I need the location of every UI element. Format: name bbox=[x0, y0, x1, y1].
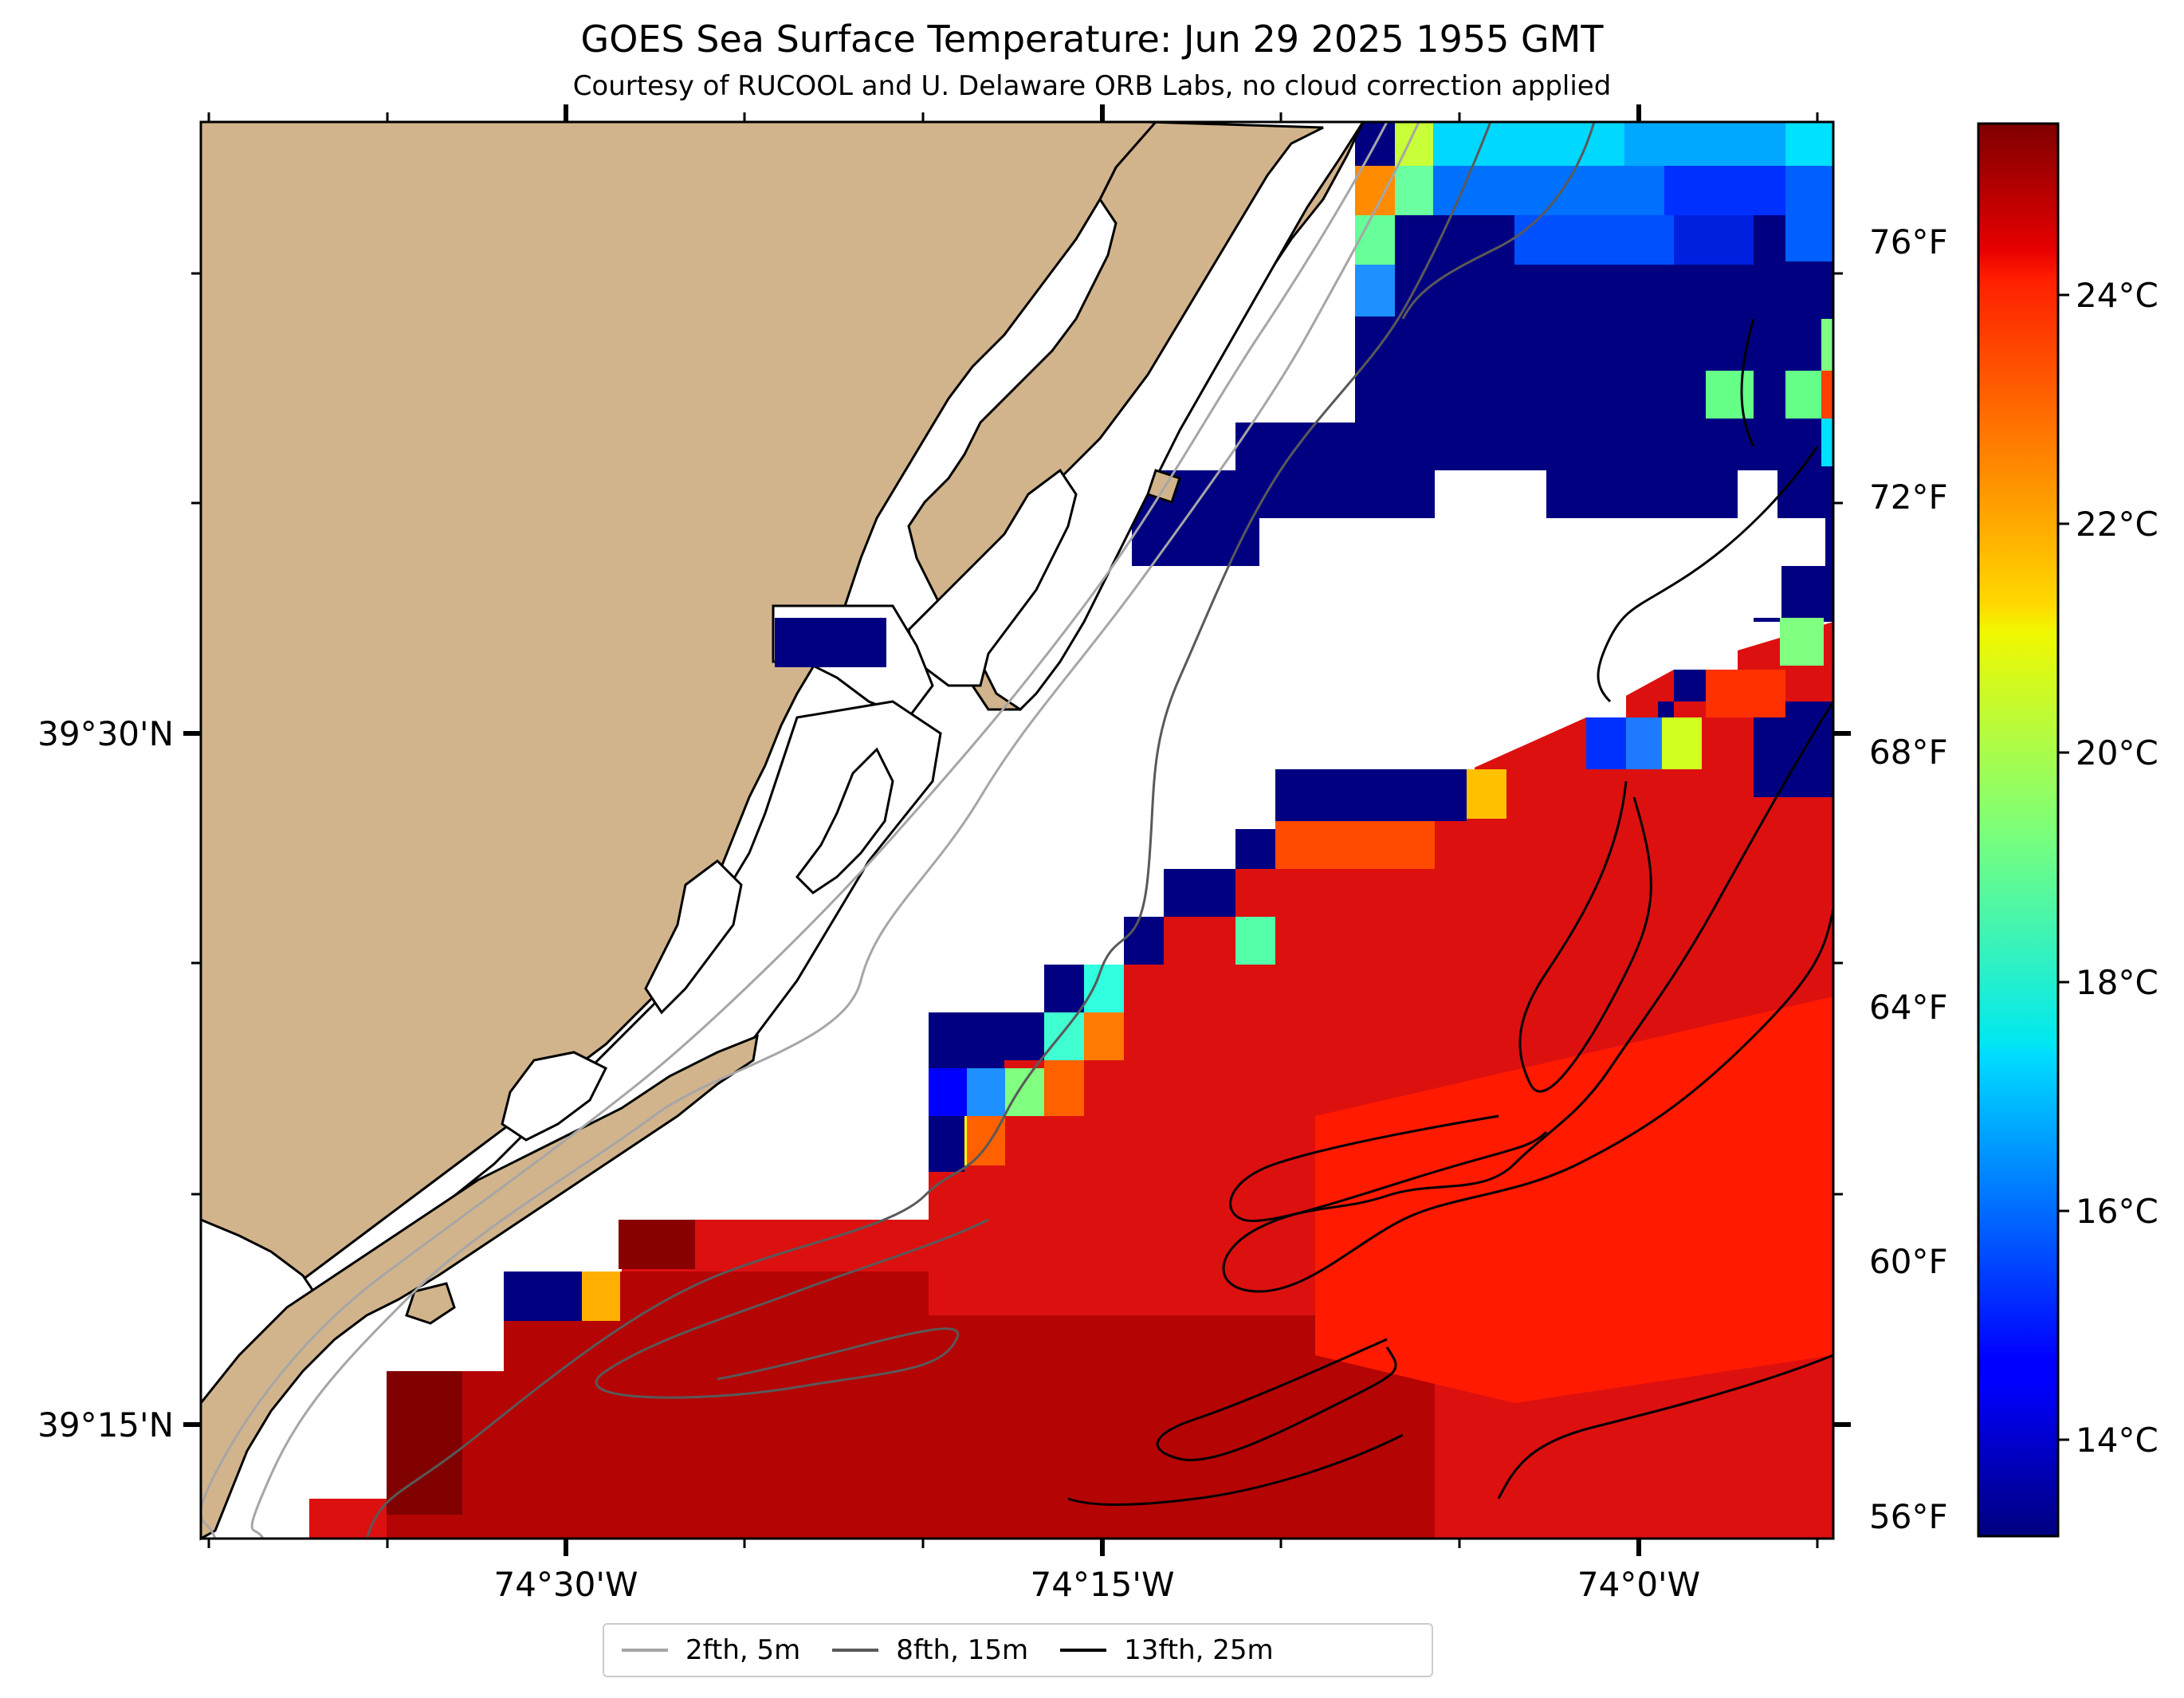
minor-ticks bbox=[191, 112, 1843, 1548]
legend-item: 2fth, 5m bbox=[622, 1634, 800, 1666]
cyan-cell bbox=[1821, 419, 1833, 466]
celsius-tick: 22°C bbox=[2076, 505, 2158, 544]
x-tick-label: 74°15'W bbox=[1031, 1565, 1175, 1604]
blue-cell bbox=[1586, 717, 1626, 769]
cold-water-north bbox=[929, 122, 1833, 1172]
orange-cell bbox=[1084, 1012, 1124, 1060]
celsius-axis: 24°C 22°C 20°C 18°C 16°C 14°C bbox=[2076, 276, 2158, 1460]
cyan-cell bbox=[1084, 965, 1124, 1012]
blue-cells bbox=[1785, 166, 1833, 261]
cyan-cells bbox=[1433, 122, 1624, 166]
contour-8fth bbox=[595, 1218, 989, 1399]
celsius-tick: 16°C bbox=[2076, 1192, 2158, 1231]
contour-legend: 2fth, 5m 8fth, 15m 13fth, 25m bbox=[603, 1623, 1433, 1677]
x-tick-label: 74°0'W bbox=[1577, 1565, 1700, 1604]
cyan-cell bbox=[1044, 1012, 1084, 1060]
green-cell bbox=[1706, 371, 1754, 419]
fahrenheit-tick: 68°F bbox=[1869, 733, 1948, 772]
celsius-tick: 14°C bbox=[2076, 1421, 2158, 1460]
legend-label: 8fth, 15m bbox=[896, 1634, 1029, 1666]
celsius-tick: 20°C bbox=[2076, 733, 2158, 772]
yellow-cell bbox=[1467, 769, 1506, 819]
y-tick-label: 39°15'N bbox=[37, 1405, 174, 1444]
bay bbox=[644, 859, 743, 1015]
fahrenheit-tick: 76°F bbox=[1869, 222, 1948, 261]
fahrenheit-axis: 76°F 72°F 68°F 64°F 60°F 56°F bbox=[1869, 222, 1948, 1536]
green-cell bbox=[1785, 371, 1821, 419]
barrier-island bbox=[199, 1034, 759, 1541]
light-blue-cells bbox=[1624, 122, 1800, 166]
contour-2fth bbox=[201, 122, 1389, 1539]
legend-item: 13fth, 25m bbox=[1060, 1634, 1274, 1666]
contour-13fth bbox=[1597, 446, 1819, 703]
land-mass bbox=[199, 120, 1159, 1389]
cold-cell-bay bbox=[775, 618, 886, 667]
green-cell bbox=[1355, 215, 1395, 265]
contour-13fth bbox=[1222, 701, 1833, 1293]
major-ticks bbox=[183, 104, 1851, 1556]
bay bbox=[907, 468, 1078, 687]
bright-warm-band bbox=[1315, 996, 1833, 1403]
red-cell bbox=[1821, 371, 1833, 419]
contour-13fth bbox=[1518, 780, 1652, 1093]
contour-8fth bbox=[1401, 122, 1596, 320]
map-frame bbox=[199, 120, 1835, 1540]
fahrenheit-tick: 72°F bbox=[1869, 478, 1948, 517]
orange-cell bbox=[1044, 1060, 1084, 1116]
green-cell bbox=[1821, 319, 1833, 371]
blue-cells bbox=[1514, 215, 1674, 265]
cold-cell bbox=[504, 1272, 582, 1321]
blue-cells bbox=[1674, 215, 1754, 265]
blue-cell bbox=[1626, 717, 1662, 769]
blue-cell bbox=[929, 1068, 967, 1116]
orange-cells bbox=[1275, 821, 1435, 869]
contour-13fth bbox=[1740, 318, 1755, 447]
celsius-tick: 18°C bbox=[2076, 963, 2158, 1002]
contour-13fth bbox=[1156, 1338, 1397, 1461]
barrier-island bbox=[405, 1282, 456, 1325]
contour-8fth bbox=[365, 122, 1492, 1539]
depth-contours bbox=[201, 122, 1833, 1539]
blue-cell bbox=[967, 1068, 1005, 1116]
legend-line-13fth bbox=[1060, 1649, 1107, 1652]
y-tick-label: 39°30'N bbox=[37, 714, 174, 753]
fahrenheit-tick: 60°F bbox=[1869, 1242, 1948, 1281]
sst-raster bbox=[309, 122, 1833, 1539]
celsius-tick: 24°C bbox=[2076, 276, 2158, 315]
contour-13fth bbox=[1497, 1354, 1833, 1500]
fahrenheit-tick: 56°F bbox=[1869, 1497, 1948, 1536]
orange-cell bbox=[1355, 166, 1395, 215]
hot-cell bbox=[387, 1371, 462, 1515]
fahrenheit-tick: 64°F bbox=[1869, 988, 1948, 1027]
map-title: GOES Sea Surface Temperature: Jun 29 202… bbox=[580, 18, 1604, 61]
bay bbox=[501, 1051, 608, 1142]
hot-cell bbox=[619, 1220, 695, 1269]
red-cell bbox=[1706, 670, 1785, 717]
dark-warm-band bbox=[387, 1272, 1435, 1539]
contour-13fth bbox=[1067, 1433, 1404, 1506]
lime-cell bbox=[1662, 717, 1702, 769]
map-subtitle: Courtesy of RUCOOL and U. Delaware ORB L… bbox=[572, 70, 1612, 102]
green-cell bbox=[1395, 166, 1433, 215]
cyan-cells bbox=[1785, 122, 1833, 166]
blue-cell bbox=[1355, 265, 1395, 316]
green-cell bbox=[1005, 1068, 1044, 1116]
legend-line-2fth bbox=[622, 1649, 668, 1652]
x-tick-label: 74°30'W bbox=[494, 1565, 638, 1604]
legend-line-8fth bbox=[832, 1649, 879, 1652]
green-cell bbox=[1235, 917, 1275, 965]
colorbar bbox=[1977, 122, 2060, 1538]
contour-2fth bbox=[250, 122, 1420, 1539]
legend-label: 2fth, 5m bbox=[685, 1634, 801, 1666]
cloud-gap bbox=[701, 470, 1825, 1172]
legend-item: 8fth, 15m bbox=[832, 1634, 1028, 1666]
bay bbox=[795, 747, 894, 894]
green-cell bbox=[1780, 618, 1824, 666]
colorbar-ticks bbox=[2058, 293, 2069, 1441]
contour-13fth bbox=[1229, 1114, 1548, 1223]
yellow-cell bbox=[582, 1272, 620, 1321]
legend-label: 13fth, 25m bbox=[1124, 1634, 1274, 1666]
